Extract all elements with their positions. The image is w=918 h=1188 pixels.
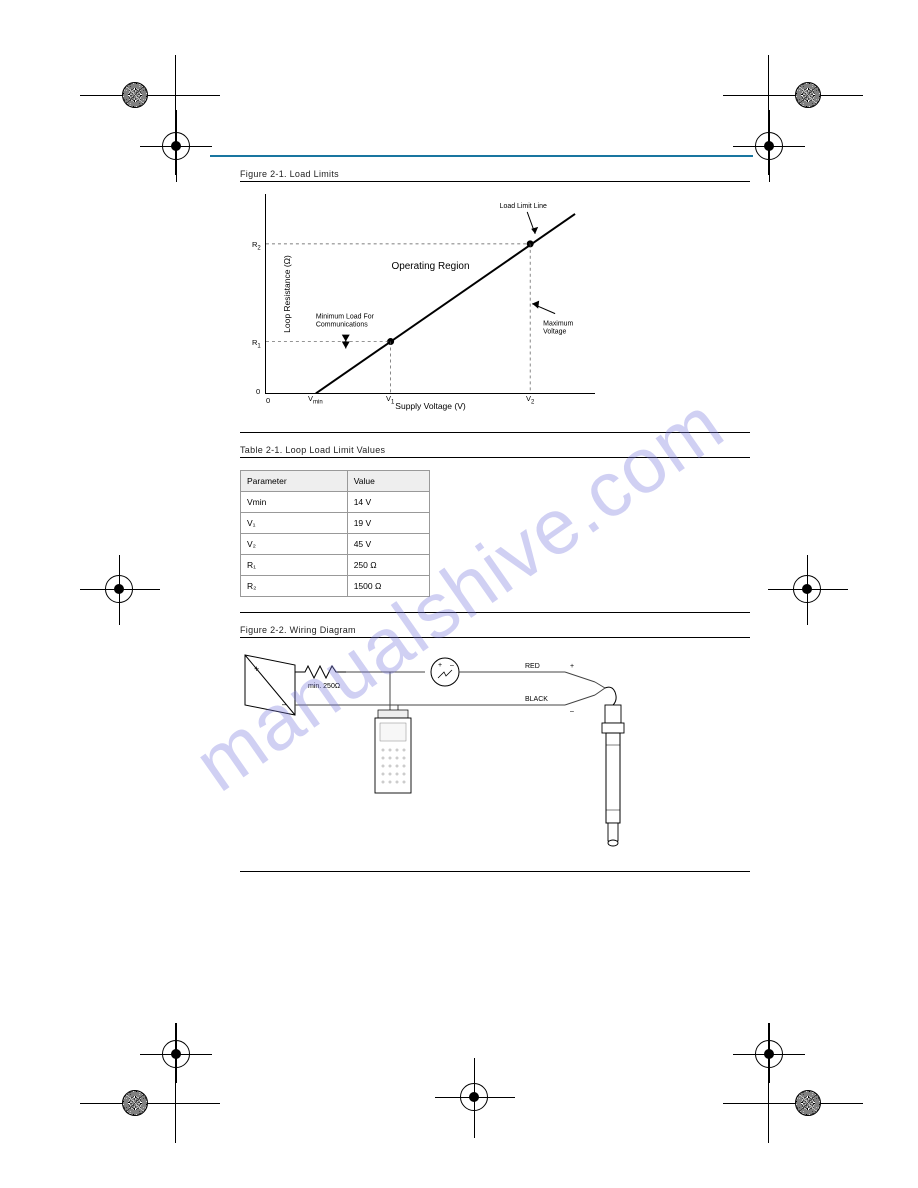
tick-v1: V1 [386, 394, 394, 406]
tick-vmin: Vmin [308, 394, 323, 406]
table-header-row: Parameter Value [241, 471, 430, 492]
svg-text:+: + [570, 663, 574, 670]
wire-red: RED [525, 663, 540, 670]
max-voltage-label: Maximum Voltage [543, 321, 575, 336]
figure1-rule [240, 181, 750, 182]
table1-label: Table 2-1. Loop Load Limit Values [240, 445, 753, 455]
tick-r2: R2 [252, 240, 261, 252]
wire-black: BLACK [525, 696, 548, 703]
crop-mark-bottom-center [430, 1053, 520, 1143]
figure1-label: Figure 2-1. Load Limits [240, 169, 753, 179]
crop-mark-right-mid [748, 555, 848, 625]
chart-title: Operating Region [391, 261, 469, 272]
wiring-diagram: + – min. 250Ω + – RED + BLACK – [240, 650, 680, 865]
wiring-svg: + – min. 250Ω + – RED + BLACK – [240, 650, 680, 865]
svg-text:–: – [450, 662, 454, 669]
tick-x0: 0 [266, 396, 270, 405]
load-limit-line-label: Load Limit Line [500, 203, 547, 210]
svg-text:–: – [570, 708, 574, 715]
crop-mark-bottom-right [723, 1023, 863, 1143]
tick-r1: R1 [252, 338, 261, 350]
tick-v2: V2 [526, 394, 534, 406]
table-row: V₁19 V [241, 513, 430, 534]
load-limit-chart: Operating Region Load Limit Line Maximum… [265, 194, 595, 394]
tick-y0: 0 [256, 387, 260, 396]
table-row: V₂45 V [241, 534, 430, 555]
crop-mark-left-mid [80, 555, 180, 625]
table-row: R₂1500 Ω [241, 576, 430, 597]
min-load-label: Minimum Load For Communications [316, 314, 376, 329]
page-content: Figure 2-1. Load Limits [210, 155, 753, 884]
header-rule [210, 155, 753, 157]
ps-plus: + [254, 664, 259, 674]
svg-text:+: + [438, 662, 442, 669]
resistor-label: min. 250Ω [308, 683, 340, 690]
table-row: Vmin14 V [241, 492, 430, 513]
figure1-end-rule [240, 432, 750, 433]
table-header-0: Parameter [241, 471, 348, 492]
table1-rule [240, 457, 750, 458]
table-row: R₁250 Ω [241, 555, 430, 576]
ps-minus: – [282, 699, 287, 709]
x-axis-label: Supply Voltage (V) [395, 401, 465, 411]
chart-svg: Operating Region Load Limit Line Maximum… [266, 194, 595, 393]
figure2-label: Figure 2-2. Wiring Diagram [240, 625, 753, 635]
crop-mark-top-left [80, 55, 220, 175]
figure2-end-rule [240, 871, 750, 872]
y-axis-label: Loop Resistance (Ω) [282, 255, 292, 333]
load-limit-table: Parameter Value Vmin14 V V₁19 V V₂45 V R… [240, 470, 430, 597]
figure2-rule [240, 637, 750, 638]
table1-end-rule [240, 612, 750, 613]
crop-mark-bottom-left [80, 1023, 220, 1143]
table-header-1: Value [347, 471, 429, 492]
